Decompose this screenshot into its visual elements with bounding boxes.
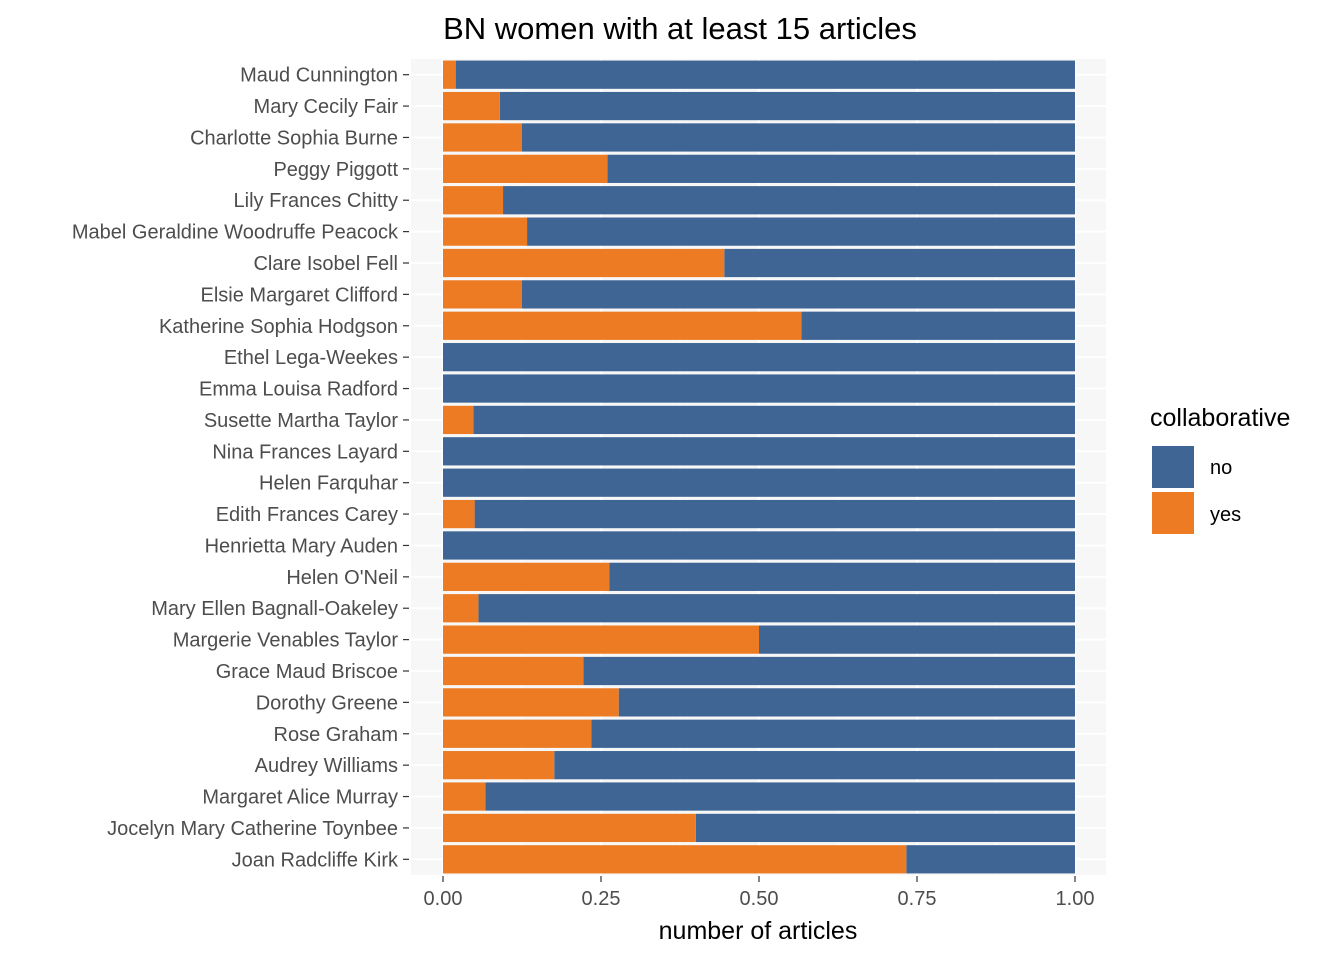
bar-no bbox=[485, 782, 1075, 811]
y-tick-label: Nina Frances Layard bbox=[212, 441, 398, 463]
bar-yes bbox=[443, 625, 759, 654]
y-tick-label: Mary Ellen Bagnall-Oakeley bbox=[151, 598, 398, 620]
y-tick-label: Clare Isobel Fell bbox=[253, 253, 398, 275]
y-tick-label: Margerie Venables Taylor bbox=[173, 630, 399, 652]
x-tick-label: 0.00 bbox=[424, 888, 463, 910]
legend-label-yes: yes bbox=[1210, 504, 1241, 526]
bar-yes bbox=[443, 782, 486, 811]
bar-no bbox=[906, 845, 1075, 874]
y-axis: Maud Cunnington Mary Cecily Fair Charlotte… bbox=[72, 65, 409, 871]
bar-no bbox=[473, 405, 1075, 435]
x-tick-label: 0.50 bbox=[740, 888, 779, 910]
bar-no bbox=[443, 468, 1075, 497]
bar-no bbox=[522, 123, 1075, 152]
bar-no bbox=[554, 751, 1075, 780]
y-tick-label: Maud Cunnington bbox=[240, 65, 398, 87]
y-tick-label: Lily Frances Chitty bbox=[234, 190, 399, 212]
legend-label-no: no bbox=[1210, 457, 1232, 479]
y-tick-label: Joan Radcliffe Kirk bbox=[232, 849, 399, 871]
bar-no bbox=[695, 813, 1075, 843]
bar-no bbox=[724, 248, 1075, 278]
bar-no bbox=[591, 719, 1075, 748]
bar-yes bbox=[443, 186, 504, 215]
bar-yes bbox=[443, 311, 802, 340]
bar-yes bbox=[443, 91, 500, 121]
bar-no bbox=[443, 343, 1075, 372]
bar-yes bbox=[443, 813, 696, 843]
y-tick-label: Ethel Lega-Weekes bbox=[224, 347, 398, 369]
bar-no bbox=[522, 280, 1075, 309]
bar-yes bbox=[443, 656, 584, 686]
legend: collaborative no yes bbox=[1150, 404, 1290, 534]
y-tick-label: Edith Frances Carey bbox=[216, 504, 398, 526]
bar-no bbox=[443, 374, 1075, 403]
x-tick-label: 1.00 bbox=[1056, 888, 1095, 910]
y-tick-label: Jocelyn Mary Catherine Toynbee bbox=[107, 818, 398, 840]
bar-no bbox=[801, 311, 1075, 340]
bar-yes bbox=[443, 499, 475, 529]
y-tick-label: Charlotte Sophia Burne bbox=[190, 127, 398, 149]
bar-yes bbox=[443, 719, 592, 748]
y-tick-label: Rose Graham bbox=[274, 724, 399, 746]
bar-yes bbox=[443, 123, 522, 152]
y-tick-label: Grace Maud Briscoe bbox=[216, 661, 398, 683]
y-tick-label: Susette Martha Taylor bbox=[204, 410, 399, 432]
y-tick-label: Elsie Margaret Clifford bbox=[201, 284, 398, 306]
bar-no bbox=[474, 499, 1076, 529]
bar-no bbox=[499, 91, 1075, 121]
y-tick-label: Audrey Williams bbox=[255, 755, 398, 777]
y-tick-label: Henrietta Mary Auden bbox=[205, 535, 398, 557]
bar-yes bbox=[443, 594, 479, 623]
bar-yes bbox=[443, 405, 474, 435]
y-tick-label: Margaret Alice Murray bbox=[202, 787, 398, 809]
legend-key-yes bbox=[1152, 492, 1194, 534]
bars bbox=[443, 60, 1076, 874]
bar-no bbox=[503, 186, 1075, 215]
y-tick-label: Mary Cecily Fair bbox=[254, 96, 399, 118]
x-axis: 0.00 0.25 0.50 0.75 1.00 bbox=[424, 876, 1095, 910]
bar-no bbox=[478, 594, 1076, 623]
legend-title: collaborative bbox=[1150, 404, 1290, 432]
bar-yes bbox=[443, 248, 725, 278]
chart-title: BN women with at least 15 articles bbox=[443, 11, 917, 46]
y-tick-label: Helen O'Neil bbox=[286, 567, 398, 589]
y-tick-label: Peggy Piggott bbox=[273, 159, 398, 181]
bar-no bbox=[607, 154, 1075, 183]
bar-no bbox=[527, 217, 1075, 246]
bar-yes bbox=[443, 280, 522, 309]
bar-no bbox=[759, 625, 1075, 654]
y-tick-label: Dorothy Greene bbox=[256, 692, 398, 714]
y-tick-label: Mabel Geraldine Woodruffe Peacock bbox=[72, 222, 399, 244]
y-tick-label: Helen Farquhar bbox=[259, 473, 398, 495]
bar-yes bbox=[443, 154, 608, 183]
bar-yes bbox=[443, 60, 456, 89]
x-tick-label: 0.75 bbox=[898, 888, 937, 910]
bar-no bbox=[583, 656, 1075, 686]
bar-yes bbox=[443, 217, 528, 246]
y-tick-label: Emma Louisa Radford bbox=[199, 379, 398, 401]
bar-no bbox=[455, 60, 1075, 89]
x-tick-label: 0.25 bbox=[582, 888, 621, 910]
legend-key-no bbox=[1152, 446, 1194, 488]
bar-yes bbox=[443, 562, 610, 591]
x-axis-title: number of articles bbox=[659, 917, 858, 945]
bar-no bbox=[443, 437, 1075, 466]
bar-no bbox=[609, 562, 1075, 591]
y-tick-label: Katherine Sophia Hodgson bbox=[159, 316, 398, 338]
bar-yes bbox=[443, 751, 555, 780]
bar-no bbox=[443, 531, 1075, 560]
bar-yes bbox=[443, 845, 907, 874]
bar-yes bbox=[443, 688, 619, 717]
bar-no bbox=[618, 688, 1075, 717]
